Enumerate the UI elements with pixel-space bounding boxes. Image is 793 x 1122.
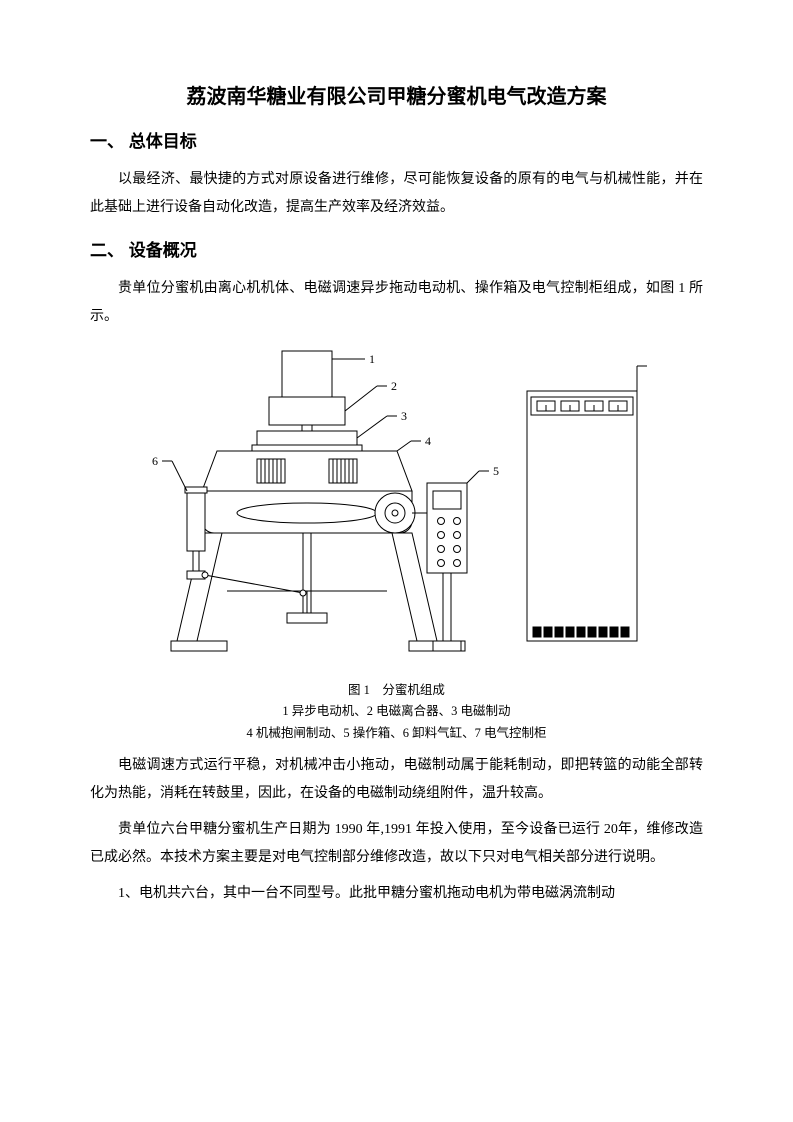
svg-text:5: 5 xyxy=(493,464,499,478)
svg-text:4: 4 xyxy=(425,434,431,448)
svg-text:1: 1 xyxy=(369,352,375,366)
section-2-paragraph-4: 1、电机共六台，其中一台不同型号。此批甲糖分蜜机拖动电机为带电磁涡流制动 xyxy=(90,880,703,908)
figure-1-svg: 1234567 xyxy=(147,341,647,671)
document-title: 荔波南华糖业有限公司甲糖分蜜机电气改造方案 xyxy=(90,80,703,109)
figure-1: 1234567 图 1 分蜜机组成 1 异步电动机、2 电磁离合器、3 电磁制动… xyxy=(90,341,703,744)
section-1-heading: 一、 总体目标 xyxy=(90,127,703,152)
section-2-paragraph-2: 电磁调速方式运行平稳，对机械冲击小拖动，电磁制动属于能耗制动，即把转篮的动能全部… xyxy=(90,752,703,808)
section-1-paragraph: 以最经济、最快捷的方式对原设备进行维修，尽可能恢复设备的原有的电气与机械性能，并… xyxy=(90,166,703,222)
svg-text:6: 6 xyxy=(152,454,158,468)
section-2-paragraph-1: 贵单位分蜜机由离心机机体、电磁调速异步拖动电动机、操作箱及电气控制柜组成，如图 … xyxy=(90,275,703,331)
svg-text:3: 3 xyxy=(401,409,407,423)
figure-1-caption-line-2: 1 异步电动机、2 电磁离合器、3 电磁制动 xyxy=(90,701,703,722)
figure-1-caption-line-3: 4 机械抱闸制动、5 操作箱、6 卸料气缸、7 电气控制柜 xyxy=(90,723,703,744)
svg-text:2: 2 xyxy=(391,379,397,393)
figure-1-caption-line-1: 图 1 分蜜机组成 xyxy=(90,680,703,701)
section-2-heading: 二、 设备概况 xyxy=(90,236,703,261)
section-2-paragraph-3: 贵单位六台甲糖分蜜机生产日期为 1990 年,1991 年投入使用，至今设备已运… xyxy=(90,816,703,872)
